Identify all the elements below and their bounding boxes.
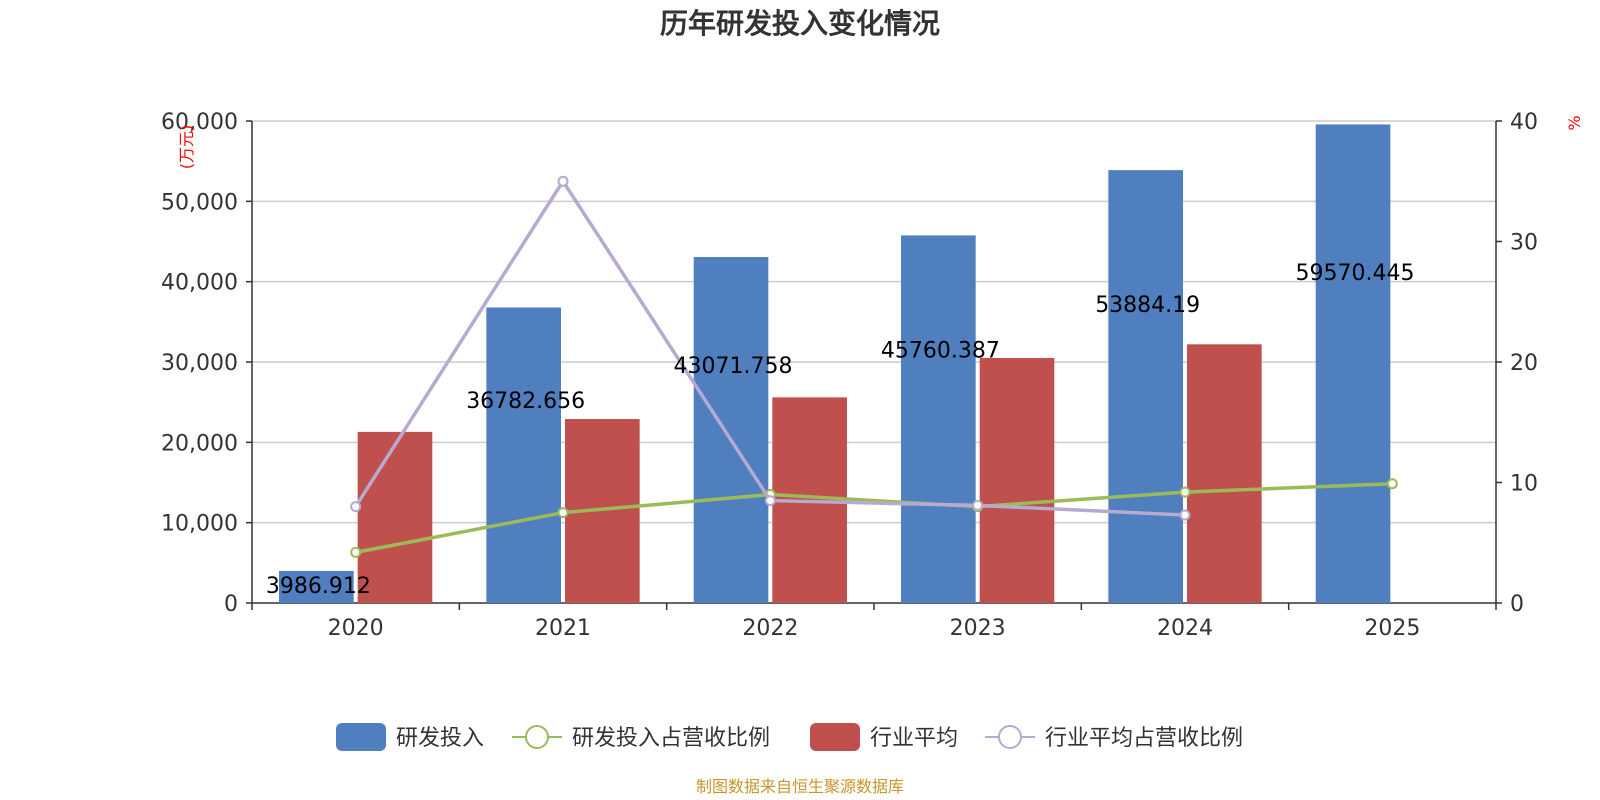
legend-swatch-0 xyxy=(336,723,386,751)
bar-0-5 xyxy=(1315,124,1391,604)
x-axis-tick-label: 2023 xyxy=(950,616,1006,641)
left-axis-tick-label: 30,000 xyxy=(161,351,238,376)
line-3 xyxy=(354,178,1186,517)
bar-value-label: 59570.445 xyxy=(1296,261,1415,286)
axes: 0 10,000 20,000 30,000 40,000 50,000 60,000 0 10… xyxy=(161,110,1538,641)
left-axis-tick-label: 20,000 xyxy=(161,431,238,456)
bar-0-1 xyxy=(486,307,561,603)
bar-value-label: 36782.656 xyxy=(466,389,585,414)
bar-value-label: 53884.19 xyxy=(1095,293,1200,318)
lines xyxy=(350,175,1398,558)
line-1 xyxy=(355,481,1393,555)
bar-value-label: 45760.387 xyxy=(881,339,1000,364)
bar-2-0 xyxy=(357,431,433,603)
right-axis-tick-label: 40 xyxy=(1510,110,1538,135)
right-axis-tick-label: 0 xyxy=(1510,592,1524,617)
x-axis-tick-label: 2020 xyxy=(328,616,384,641)
line-1-point xyxy=(350,546,362,558)
x-axis-tick-label: 2025 xyxy=(1364,616,1420,641)
line-3-point xyxy=(557,175,569,187)
bars xyxy=(279,124,1391,604)
line-3-point xyxy=(350,501,362,513)
source-note: 制图数据来自恒生聚源数据库 xyxy=(696,777,904,796)
legend-label-2: 行业平均 xyxy=(870,726,958,751)
x-axis-tick-label: 2021 xyxy=(535,616,591,641)
bar-value-label: 3986.912 xyxy=(266,574,371,599)
left-axis-tick-label: 40,000 xyxy=(161,271,238,296)
x-axis-tick-label: 2022 xyxy=(742,616,798,641)
line-1-point xyxy=(1179,486,1191,498)
bar-value-label: 43071.758 xyxy=(674,354,793,379)
left-axis-unit: (万元) xyxy=(177,125,196,170)
left-axis-tick-label: 10,000 xyxy=(161,512,238,537)
legend-label-1: 研发投入占营收比例 xyxy=(572,726,770,751)
bar-0-4 xyxy=(1108,170,1183,603)
line-3-point xyxy=(764,495,776,507)
legend-marker-1 xyxy=(525,725,549,749)
line-1-point xyxy=(557,507,569,519)
legend-swatch-2 xyxy=(810,723,860,751)
right-axis-tick-label: 10 xyxy=(1510,472,1538,497)
line-3-point xyxy=(1179,509,1191,521)
right-axis-unit: % xyxy=(1565,115,1584,130)
bar-0-2 xyxy=(693,256,769,603)
legend-marker-3 xyxy=(998,725,1022,749)
bar-0-0 xyxy=(279,570,354,603)
x-axis-tick-label: 2024 xyxy=(1157,616,1213,641)
line-3-point xyxy=(972,499,984,511)
left-axis-tick-label: 50,000 xyxy=(161,190,238,215)
right-axis-tick-label: 20 xyxy=(1510,351,1538,376)
legend: 研发投入 研发投入占营收比例 行业平均 行业平均占营收比例 xyxy=(336,723,1243,751)
bar-0-3 xyxy=(901,235,976,604)
grid-lines xyxy=(252,120,1496,524)
left-axis-tick-label: 0 xyxy=(224,592,238,617)
bar-2-4 xyxy=(1187,344,1262,603)
data-labels: 3986.912 36782.656 43071.758 45760.387 53884… xyxy=(266,261,1415,599)
chart-title: 历年研发投入变化情况 xyxy=(660,7,940,40)
legend-label-3: 行业平均占营收比例 xyxy=(1045,726,1243,751)
line-1-point xyxy=(1386,478,1398,490)
legend-label-0: 研发投入 xyxy=(396,726,484,751)
left-axis-tick-label: 60,000 xyxy=(161,110,238,135)
right-axis-tick-label: 30 xyxy=(1510,231,1538,256)
bar-2-3 xyxy=(979,357,1055,603)
